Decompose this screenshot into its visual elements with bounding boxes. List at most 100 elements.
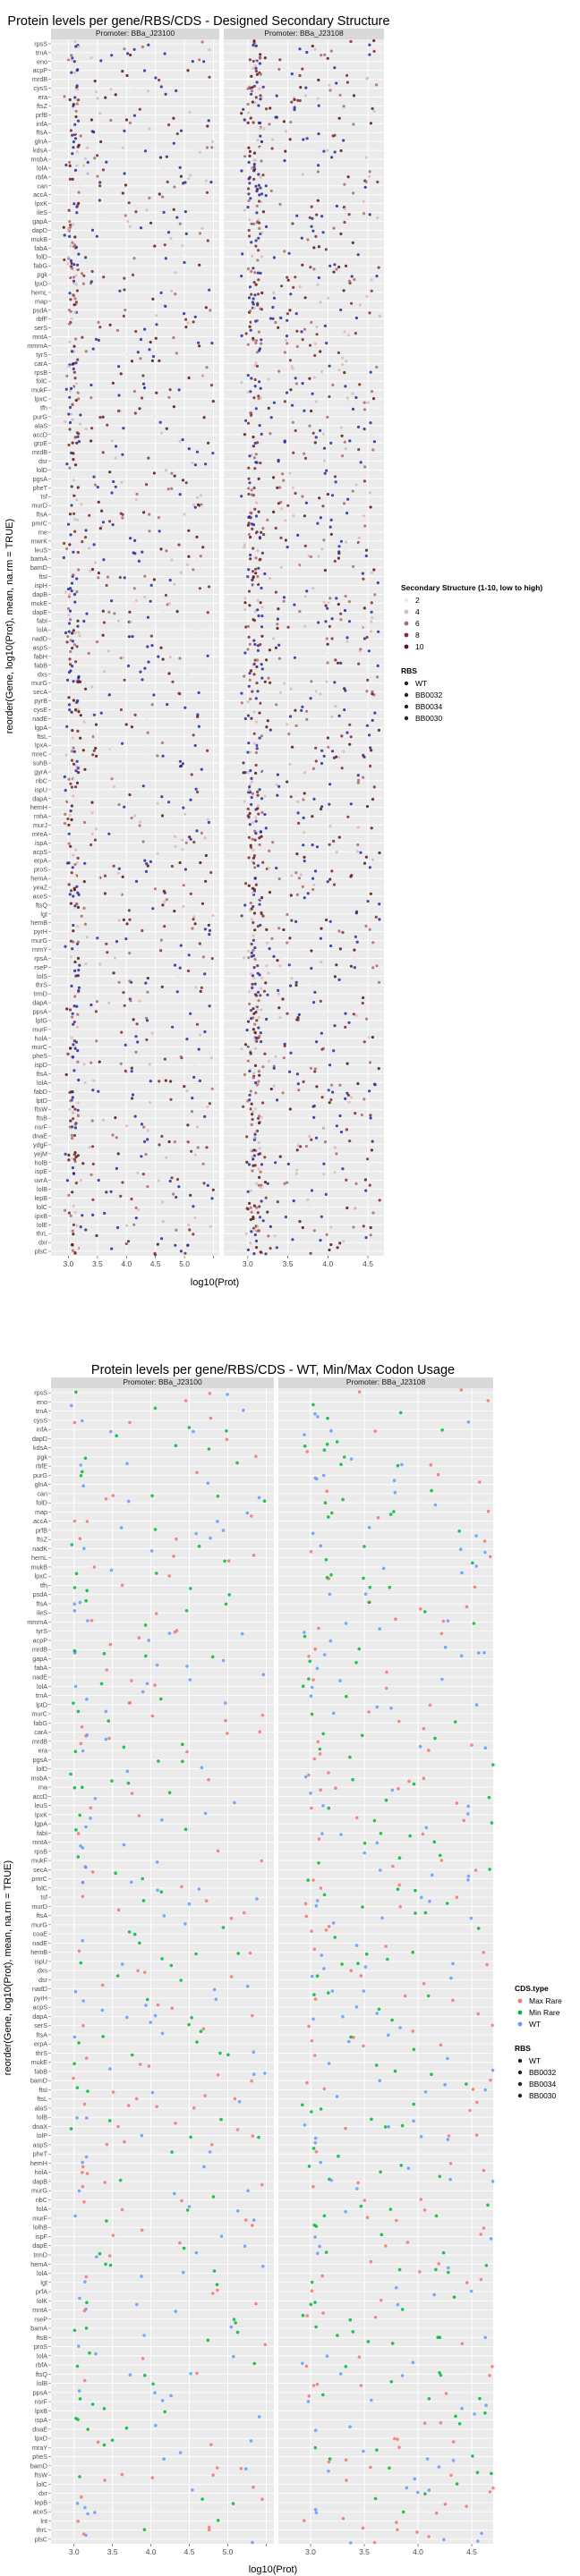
data-point: [73, 1251, 77, 1255]
data-point: [255, 1897, 259, 1901]
data-point: [74, 764, 78, 768]
data-point: [265, 1017, 269, 1021]
data-point: [68, 395, 72, 399]
data-point: [330, 1511, 334, 1515]
data-point: [256, 271, 260, 275]
data-point: [349, 264, 353, 267]
y-tick-label: acpS: [33, 848, 48, 856]
data-point: [252, 1138, 256, 1141]
data-point: [95, 1000, 98, 1004]
data-point: [253, 271, 257, 275]
data-point: [160, 1249, 164, 1252]
data-point: [349, 39, 353, 44]
data-point: [301, 705, 304, 708]
data-point: [67, 443, 71, 447]
data-point: [333, 150, 337, 154]
data-point: [205, 146, 209, 149]
data-point: [184, 481, 188, 485]
data-point: [181, 479, 185, 482]
data-point: [149, 752, 152, 756]
data-point: [303, 544, 307, 548]
data-point: [253, 101, 258, 105]
data-point: [208, 2525, 211, 2529]
data-point: [264, 225, 269, 229]
data-point: [327, 296, 330, 300]
data-point: [248, 1002, 252, 1006]
data-point: [258, 424, 261, 428]
data-point: [73, 106, 77, 109]
data-point: [80, 914, 83, 918]
data-point: [216, 1849, 220, 1853]
data-point: [251, 722, 254, 725]
data-point: [293, 97, 296, 101]
data-point: [182, 904, 185, 909]
data-point: [83, 861, 87, 865]
data-point: [253, 829, 257, 833]
data-point: [76, 145, 80, 148]
data-point: [134, 329, 138, 334]
data-point: [69, 389, 72, 393]
data-point: [303, 624, 307, 628]
data-point: [160, 1957, 164, 1961]
data-point: [256, 1008, 260, 1012]
data-point: [271, 317, 275, 320]
data-point: [73, 969, 77, 972]
data-point: [121, 741, 124, 745]
data-point: [71, 736, 74, 740]
y-tick-label: hemB: [30, 1948, 47, 1956]
data-point: [320, 805, 324, 809]
data-point: [128, 121, 132, 124]
data-point: [169, 236, 173, 240]
data-point: [72, 1701, 75, 1705]
data-point: [374, 2063, 379, 2067]
data-point: [123, 47, 126, 51]
data-point: [320, 960, 323, 964]
data-point: [315, 196, 319, 199]
data-point: [165, 549, 168, 553]
data-point: [280, 284, 284, 288]
data-point: [200, 2497, 204, 2501]
data-point: [110, 54, 114, 57]
data-point: [276, 959, 279, 962]
data-point: [354, 935, 357, 938]
data-point: [70, 506, 73, 510]
data-point: [62, 555, 65, 560]
data-point: [76, 1060, 80, 1063]
data-point: [91, 563, 95, 566]
data-point: [175, 352, 178, 355]
data-point: [72, 853, 75, 857]
data-point: [259, 134, 262, 138]
data-point: [254, 1239, 259, 1243]
data-point: [105, 942, 108, 945]
data-point: [252, 267, 255, 270]
data-point: [183, 1827, 188, 1831]
data-point: [260, 634, 264, 638]
data-point: [120, 618, 124, 622]
data-point: [188, 156, 192, 159]
data-point: [311, 587, 315, 590]
data-point: [82, 820, 87, 825]
data-point: [167, 1631, 172, 1635]
data-point: [70, 516, 73, 520]
data-point: [321, 432, 325, 436]
data-point: [312, 1229, 316, 1233]
data-point: [84, 350, 88, 353]
data-point: [249, 411, 252, 415]
data-point: [205, 191, 209, 194]
data-point: [67, 595, 71, 598]
data-point: [260, 835, 263, 838]
y-tick-label: ftsA: [37, 1599, 48, 1607]
data-point: [434, 2511, 439, 2515]
data-point: [311, 1123, 315, 1126]
data-point: [82, 2200, 86, 2204]
data-point: [202, 504, 206, 507]
data-point: [109, 118, 113, 123]
data-point: [124, 183, 128, 187]
data-point: [252, 1072, 256, 1075]
data-point: [169, 2394, 173, 2398]
data-point: [312, 1757, 317, 1761]
data-point: [264, 184, 268, 188]
data-point: [124, 1040, 127, 1044]
data-point: [208, 1392, 212, 1395]
data-point: [373, 1429, 378, 1433]
